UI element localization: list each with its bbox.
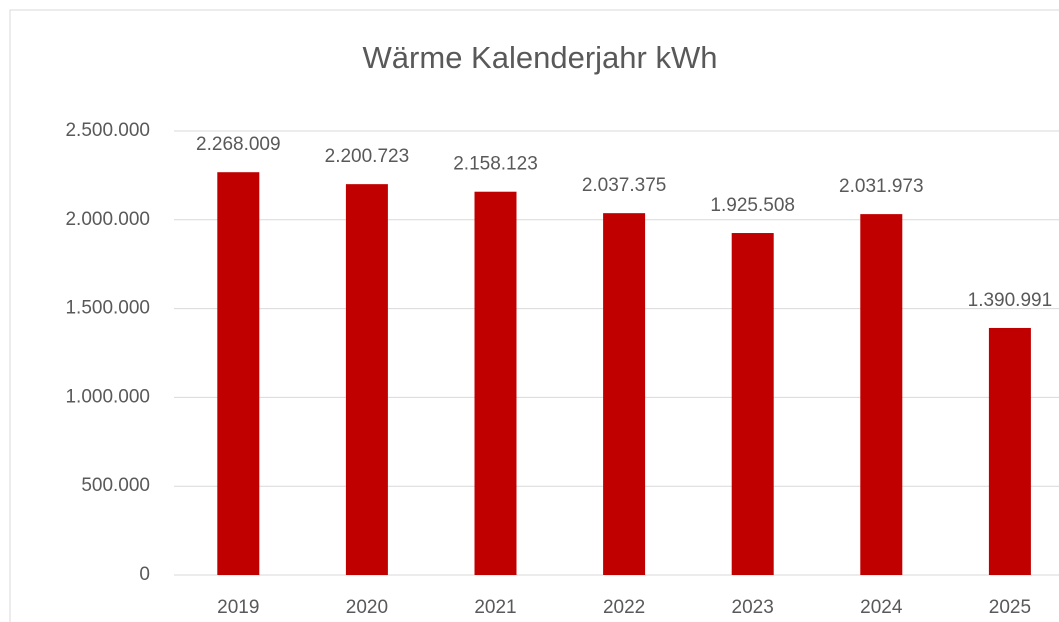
x-tick-label: 2022 <box>603 597 645 618</box>
chart-title: Wärme Kalenderjahr kWh <box>363 40 718 75</box>
bar <box>217 172 260 575</box>
y-tick-label: 2.000.000 <box>65 209 150 230</box>
data-label: 2.200.723 <box>325 146 410 167</box>
bar <box>603 213 646 575</box>
data-label: 1.390.991 <box>968 290 1053 311</box>
y-tick-label: 1.500.000 <box>65 298 150 319</box>
bar <box>474 191 517 576</box>
data-label: 2.158.123 <box>453 154 538 175</box>
data-label: 2.037.375 <box>582 175 667 196</box>
x-tick-label: 2019 <box>217 597 259 618</box>
x-tick-label: 2021 <box>474 597 516 618</box>
x-tick-label: 2023 <box>732 597 774 618</box>
y-tick-label: 1.000.000 <box>65 386 150 407</box>
data-label: 2.268.009 <box>196 134 281 155</box>
y-tick-label: 0 <box>139 564 150 585</box>
x-tick-label: 2020 <box>346 597 388 618</box>
bar <box>731 233 774 575</box>
bar <box>988 327 1031 575</box>
bar <box>345 184 388 575</box>
y-tick-label: 2.500.000 <box>65 120 150 141</box>
data-label: 1.925.508 <box>710 195 795 216</box>
y-tick-label: 500.000 <box>81 475 150 496</box>
x-tick-label: 2025 <box>989 597 1031 618</box>
bar <box>860 214 903 576</box>
data-label: 2.031.973 <box>839 176 924 197</box>
x-tick-label: 2024 <box>860 597 903 618</box>
